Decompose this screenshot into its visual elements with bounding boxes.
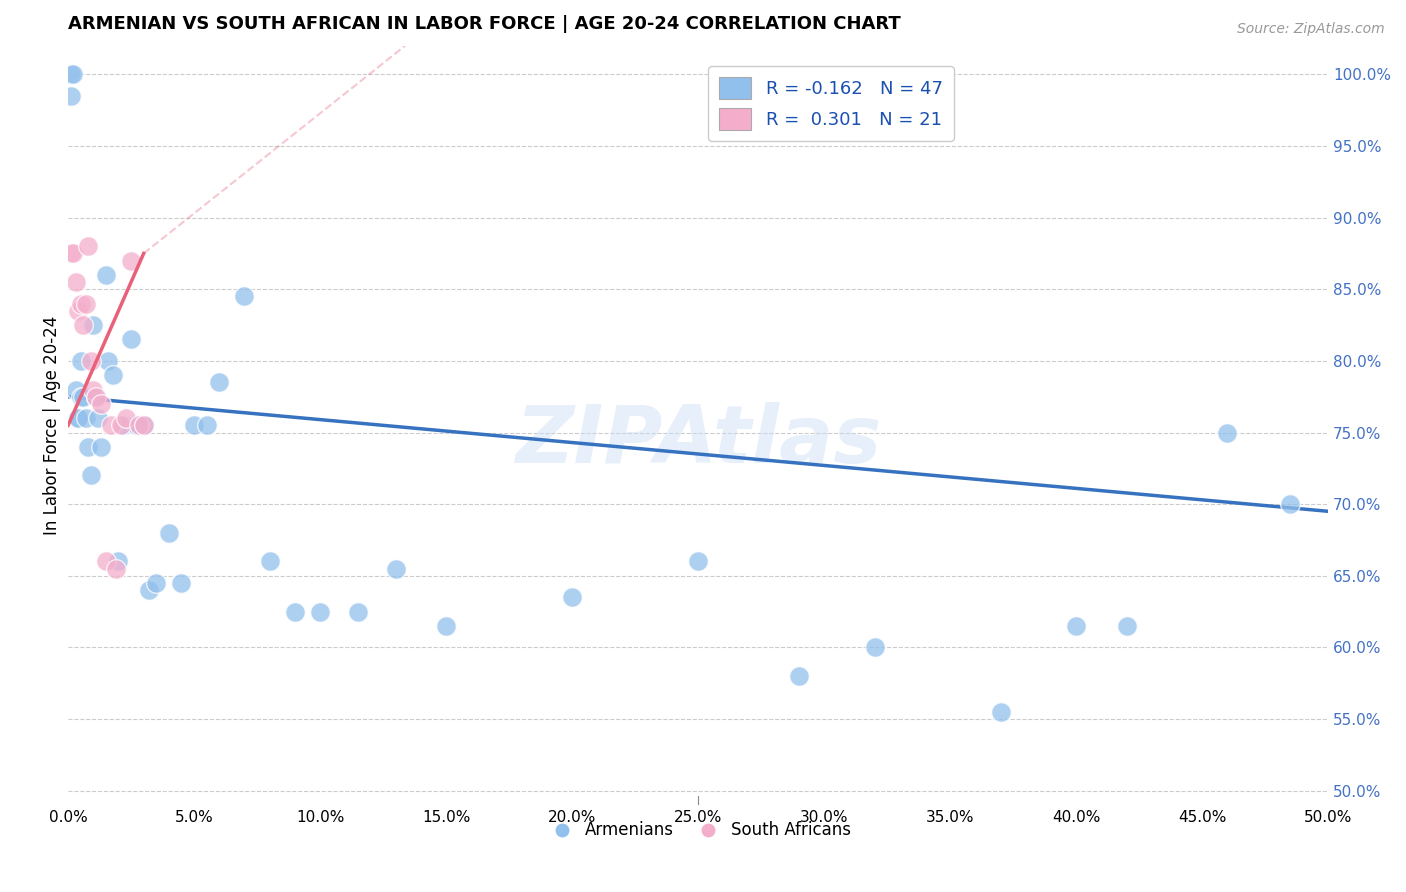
Point [90,397,112,411]
Point [561,591,583,605]
Point [77,239,100,253]
Point [82,383,104,397]
Point [1216,425,1239,440]
Point [67,303,90,318]
Point [110,418,132,433]
Point [80,468,103,483]
Text: Source: ZipAtlas.com: Source: ZipAtlas.com [1237,22,1385,37]
Point [863,640,886,655]
Point [120,253,142,268]
Point [141,820,163,834]
Point [75,296,97,310]
Y-axis label: In Labor Force | Age 20-24: In Labor Force | Age 20-24 [44,316,60,535]
Point [65,275,87,289]
Point [87,411,110,425]
Point [94,268,117,282]
Point [94,554,117,568]
Point [112,418,135,433]
Point [77,440,100,454]
Text: ZIPAtlas: ZIPAtlas [515,401,882,480]
Point [97,354,120,368]
Point [309,605,332,619]
Point [82,318,104,332]
Point [259,554,281,568]
Point [1115,619,1137,633]
Point [132,418,155,433]
Point [138,583,160,598]
Point [157,525,180,540]
Point [84,390,107,404]
Point [787,669,810,683]
Point [59,67,82,81]
Point [688,554,710,568]
Point [100,418,122,433]
Point [208,376,231,390]
Point [80,354,103,368]
Point [347,605,370,619]
Point [90,440,112,454]
Point [65,383,87,397]
Point [59,246,82,260]
Point [62,246,84,260]
Point [103,368,125,383]
Point [233,289,256,303]
Point [69,354,91,368]
Point [132,418,155,433]
Point [69,296,91,310]
Point [115,411,138,425]
Point [128,418,150,433]
Point [67,411,90,425]
Point [384,561,406,575]
Point [69,390,91,404]
Point [284,605,307,619]
Point [434,619,457,633]
Point [120,332,142,346]
Point [59,88,82,103]
Point [195,418,218,433]
Point [125,418,148,433]
Point [67,411,90,425]
Point [104,561,127,575]
Point [84,390,107,404]
Point [145,576,167,591]
Point [72,390,94,404]
Point [990,705,1012,719]
Text: ARMENIAN VS SOUTH AFRICAN IN LABOR FORCE | AGE 20-24 CORRELATION CHART: ARMENIAN VS SOUTH AFRICAN IN LABOR FORCE… [67,15,901,33]
Point [170,576,193,591]
Point [72,318,94,332]
Point [107,554,129,568]
Point [183,418,205,433]
Point [62,67,84,81]
Legend: Armenians, South Africans: Armenians, South Africans [538,814,858,846]
Point [1064,619,1087,633]
Point [75,411,97,425]
Point [1279,497,1302,511]
